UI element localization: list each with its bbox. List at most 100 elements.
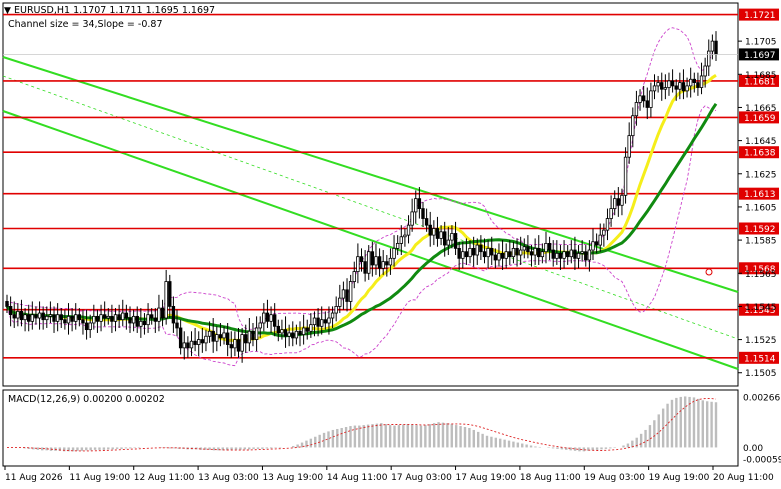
candle [475,238,479,265]
candle [468,240,472,264]
candle [197,331,201,357]
candle [432,220,436,246]
candle [92,304,96,330]
price-tick-label: 1.1665 [745,104,777,114]
candle [551,240,555,267]
candle [414,190,418,224]
candle-body [258,322,262,329]
candle-body [616,198,621,206]
candle-body [569,249,574,258]
candle-body [262,312,266,324]
candle [497,243,501,267]
price-candles [5,31,718,363]
candle-body [493,254,498,261]
candle-body [504,251,508,259]
candle [189,331,194,357]
candle [215,326,219,352]
candle-body [428,224,432,236]
candle [63,309,67,330]
candle [117,304,121,328]
candle-body [406,224,411,236]
candle-body [70,315,74,322]
candle-body [338,297,342,307]
candle-body [254,327,259,340]
candle [110,304,114,333]
candle-body [710,40,715,52]
candle-body [667,80,671,88]
candle-body [623,156,628,196]
candle-body [645,100,649,108]
candle [211,318,215,353]
candle [428,211,432,247]
candle-body [439,231,443,239]
price-tick-label: 1.1545 [745,303,777,313]
menu-toggle-icon[interactable]: ▼ [4,6,11,16]
candle-body [240,334,244,352]
candle [254,316,259,352]
time-tick-label: 19 Aug 03:00 [584,473,645,483]
candle [381,250,385,275]
candle [121,299,125,327]
candle [670,69,675,93]
candle [8,296,13,327]
candle [573,236,577,270]
candle-body [41,312,45,321]
candle-body [305,327,309,332]
candle [178,319,183,355]
candle-body [117,314,121,321]
candle [27,304,31,332]
candle [385,255,389,277]
candle-body [327,317,331,324]
candle-body [544,243,548,253]
candle [233,331,237,357]
candle-body [102,314,107,319]
candle [247,318,252,352]
candle-body [207,330,212,337]
candle [544,231,548,264]
candle-body [526,246,530,253]
support-resistance-levels[interactable]: 1.1721 1.1681 1.1659 1.1638 1.1613 1.1592 1.15… [3,8,779,365]
candle-body [399,236,403,244]
candle-body [59,314,63,321]
candle [508,240,512,265]
candle [587,240,592,272]
candle-body [265,312,270,322]
candle-body [251,330,255,340]
candle-body [652,85,657,92]
level-price-label: 1.1681 [744,77,776,87]
candle [490,236,494,265]
candle-body [37,312,42,319]
candle [370,241,375,277]
candle-body [52,314,56,322]
macd-axis-label: -0.00059 [743,456,781,466]
candle-body [602,229,606,236]
candle-body [124,312,129,319]
candle [678,72,682,100]
candle [580,240,584,262]
candle-body [128,317,132,324]
candle [34,306,38,325]
candle-body [584,251,588,261]
candle-body [12,314,16,319]
candle-body [464,251,469,258]
candle [102,301,107,327]
candle-body [511,247,516,258]
candle-body [453,233,458,249]
candle [287,324,291,347]
candle [348,274,353,310]
candle [240,327,244,363]
candle [515,238,519,267]
price-tick-label: 1.1605 [745,203,777,213]
candle-body [160,307,165,319]
candle [81,309,85,335]
level-price-badge [739,351,779,364]
candle [356,243,360,284]
candle [207,321,212,343]
macd-signal-line [7,397,717,452]
candle-body [175,322,179,329]
channel-info-label: Channel size = 34,Slope = -0.87 [8,19,163,30]
candle [305,319,309,340]
candle-body [287,332,291,337]
candle-body [211,330,215,342]
